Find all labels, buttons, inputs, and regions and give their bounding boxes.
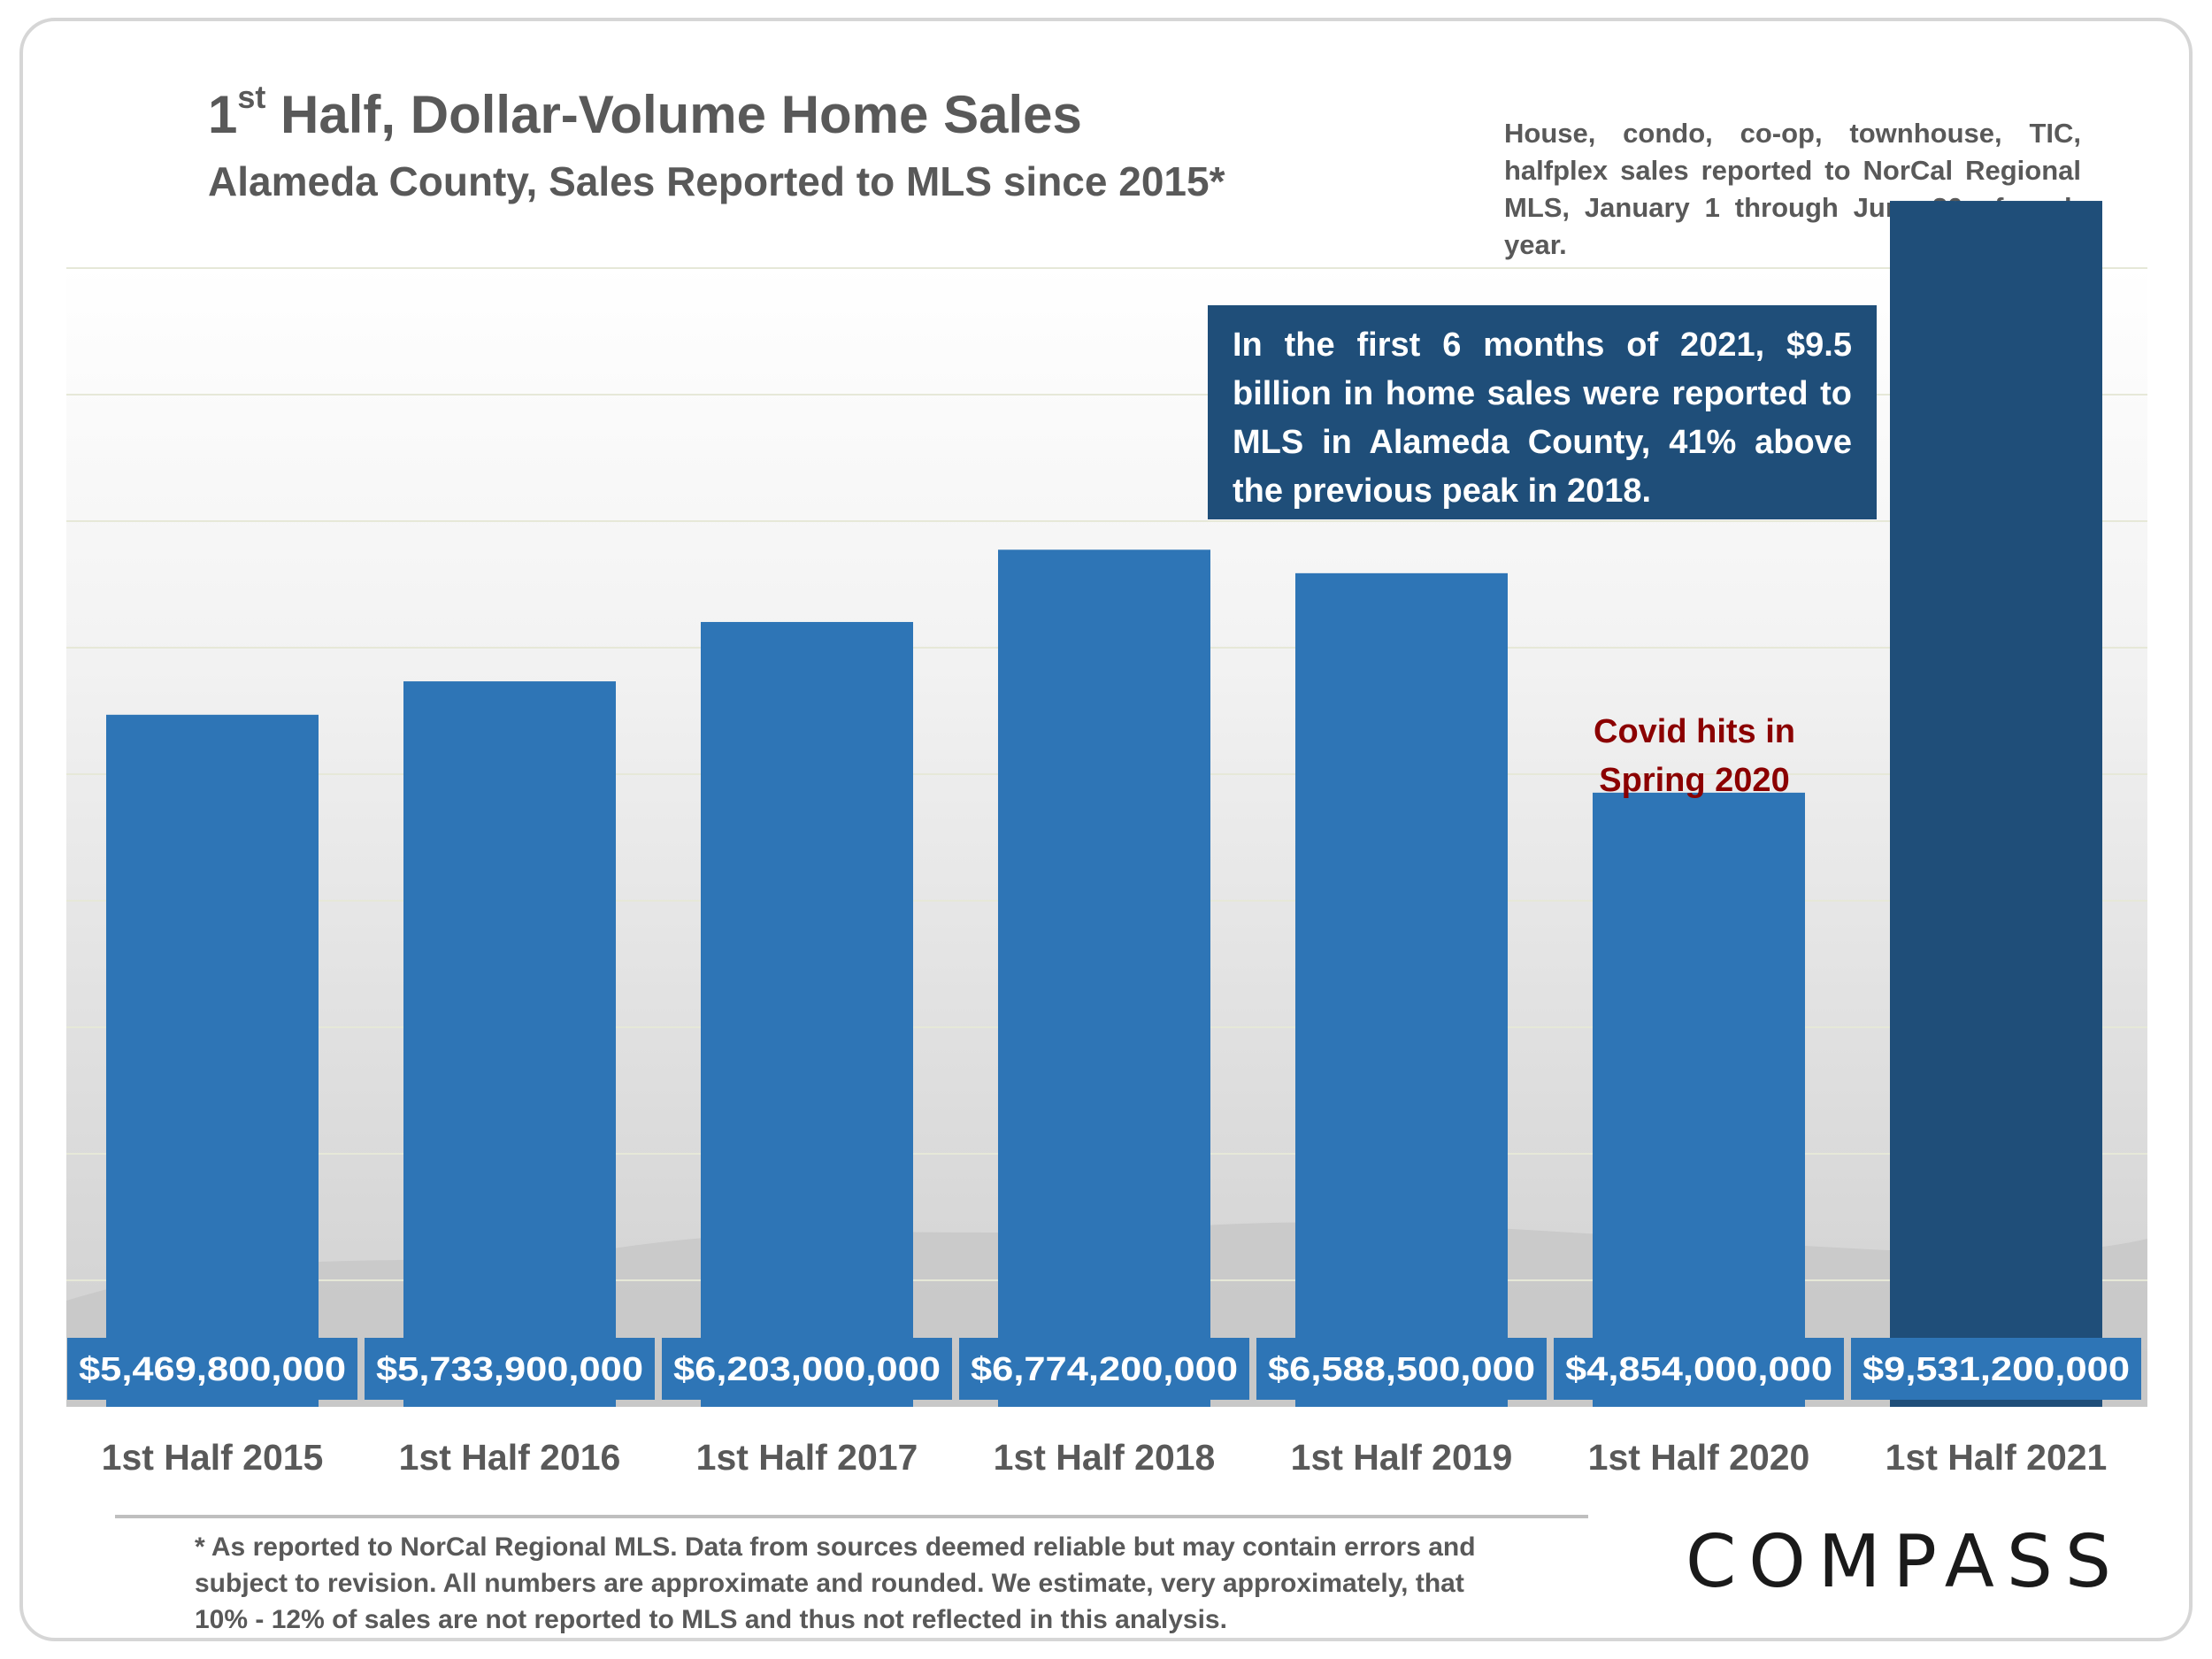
data-label: $4,854,000,000	[1565, 1351, 1832, 1388]
data-label-box	[365, 1338, 655, 1400]
data-label-box	[1554, 1338, 1844, 1400]
data-label-box	[662, 1338, 952, 1400]
footnote: * As reported to NorCal Regional MLS. Da…	[195, 1532, 1476, 1634]
data-label: $6,588,500,000	[1268, 1351, 1535, 1388]
covid-annotation: Covid hits in Spring 2020	[1594, 713, 1795, 799]
chart-title: 1st Half, Dollar-Volume Home Sales	[208, 79, 1082, 144]
scope-note: House, condo, co-op, townhouse, TIC, hal…	[1504, 118, 2081, 260]
category-label: 1st Half 2018	[994, 1437, 1216, 1478]
bar-6	[1593, 792, 1805, 1407]
bar-5	[1295, 572, 1508, 1407]
bars	[106, 201, 2102, 1407]
data-label: $6,774,200,000	[971, 1351, 1238, 1388]
compass-logo: COMPASS	[1686, 1520, 2124, 1604]
category-label: 1st Half 2015	[102, 1437, 324, 1478]
category-label: 1st Half 2016	[399, 1437, 621, 1478]
bar-1	[106, 714, 319, 1407]
footnote-divider	[115, 1515, 1588, 1518]
category-label: 1st Half 2021	[1886, 1437, 2108, 1478]
data-label-box	[959, 1338, 1249, 1400]
bar-2	[403, 681, 616, 1407]
data-label: $5,469,800,000	[79, 1351, 346, 1388]
data-label-box	[1256, 1338, 1547, 1400]
value-labels: $5,469,800,000 $5,733,900,000 $6,203,000,0…	[67, 1338, 2141, 1400]
bar-4	[998, 549, 1210, 1407]
category-labels: 1st Half 2015 1st Half 2016 1st Half 2017 1…	[102, 1437, 2108, 1478]
data-label: $6,203,000,000	[673, 1351, 941, 1388]
data-label: $5,733,900,000	[376, 1351, 643, 1388]
data-label-box	[1851, 1338, 2141, 1400]
category-label: 1st Half 2019	[1291, 1437, 1513, 1478]
callout-box: In the first 6 months of 2021, $9.5 bill…	[1208, 305, 1877, 519]
category-label: 1st Half 2017	[696, 1437, 918, 1478]
data-label: $9,531,200,000	[1863, 1351, 2130, 1388]
chart-subtitle: Alameda County, Sales Reported to MLS si…	[208, 158, 1225, 204]
bar-7	[1890, 201, 2102, 1407]
data-label-box	[67, 1338, 357, 1400]
category-label: 1st Half 2020	[1588, 1437, 1810, 1478]
bar-3	[701, 621, 913, 1407]
